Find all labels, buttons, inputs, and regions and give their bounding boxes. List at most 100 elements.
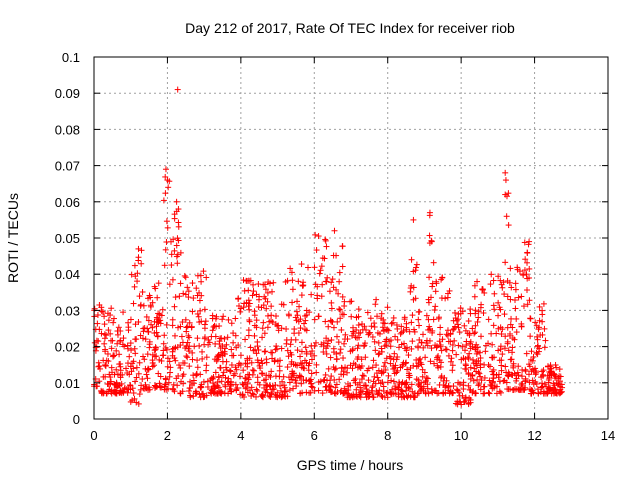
data-point — [108, 345, 115, 352]
data-point — [272, 382, 279, 389]
data-point — [169, 385, 176, 392]
data-point — [270, 279, 277, 286]
data-point — [132, 321, 139, 328]
data-point — [160, 340, 167, 347]
data-point — [135, 370, 142, 377]
data-point — [136, 359, 143, 366]
data-point — [136, 293, 143, 300]
data-point — [209, 327, 216, 334]
data-point — [251, 308, 258, 315]
data-point — [95, 338, 102, 345]
data-point — [459, 392, 466, 399]
data-point — [344, 336, 351, 343]
data-point — [542, 337, 549, 344]
data-point — [222, 374, 229, 381]
data-point — [325, 338, 332, 345]
data-point — [337, 306, 344, 313]
data-point — [161, 332, 168, 339]
y-tick-label: 0.04 — [55, 267, 80, 282]
data-point — [286, 387, 293, 394]
data-point — [320, 348, 327, 355]
data-point — [203, 362, 210, 369]
data-point — [110, 353, 117, 360]
data-point — [281, 384, 288, 391]
data-point — [303, 389, 310, 396]
y-tick-label: 0.06 — [55, 195, 80, 210]
data-point — [108, 364, 115, 371]
data-point — [228, 346, 235, 353]
data-point — [507, 386, 514, 393]
data-point — [277, 387, 284, 394]
data-point — [390, 314, 397, 321]
data-point — [171, 247, 178, 254]
data-point — [230, 330, 237, 337]
y-tick-label: 0.07 — [55, 159, 80, 174]
data-point — [430, 316, 437, 323]
data-point — [422, 354, 429, 361]
data-point — [289, 286, 296, 293]
data-point — [269, 319, 276, 326]
data-point — [392, 362, 399, 369]
data-point — [301, 320, 308, 327]
data-point — [376, 350, 383, 357]
data-point — [279, 378, 286, 385]
data-point — [180, 290, 187, 297]
data-point — [133, 374, 140, 381]
data-point — [268, 368, 275, 375]
data-point — [350, 328, 357, 335]
data-point — [307, 376, 314, 383]
data-point — [456, 329, 463, 336]
y-tick-label: 0.09 — [55, 86, 80, 101]
data-point — [159, 306, 166, 313]
data-point — [498, 330, 505, 337]
data-point — [371, 320, 378, 327]
data-point — [253, 317, 260, 324]
data-point — [420, 344, 427, 351]
data-point — [384, 379, 391, 386]
data-point — [519, 373, 526, 380]
data-point — [349, 346, 356, 353]
data-point — [130, 365, 137, 372]
data-point — [502, 259, 509, 266]
data-point — [436, 331, 443, 338]
y-tick-label: 0.1 — [62, 50, 80, 65]
data-point — [510, 360, 517, 367]
data-point — [189, 356, 196, 363]
data-point — [355, 330, 362, 337]
data-point — [528, 348, 535, 355]
data-point — [507, 356, 514, 363]
data-point — [259, 394, 266, 401]
data-point — [155, 280, 162, 287]
data-point — [129, 385, 136, 392]
data-point — [162, 173, 169, 180]
data-point — [185, 387, 192, 394]
data-point — [144, 351, 151, 358]
data-point — [169, 276, 176, 283]
data-point — [259, 325, 266, 332]
data-point — [486, 377, 493, 384]
data-point — [486, 390, 493, 397]
data-point — [154, 294, 161, 301]
data-point — [415, 390, 422, 397]
data-point — [140, 302, 147, 309]
data-point — [438, 347, 445, 354]
data-point — [535, 326, 542, 333]
data-point — [184, 323, 191, 330]
data-point — [391, 350, 398, 357]
data-point — [114, 371, 121, 378]
data-point — [177, 280, 184, 287]
data-point — [382, 359, 389, 366]
data-point — [356, 393, 363, 400]
data-point — [273, 343, 280, 350]
data-point — [94, 311, 101, 318]
y-tick-label: 0.05 — [55, 231, 80, 246]
data-point — [101, 331, 108, 338]
data-point — [445, 352, 452, 359]
x-tick-labels: 0 2 4 6 8 10 12 14 — [90, 428, 615, 443]
data-point — [392, 385, 399, 392]
data-point — [182, 316, 189, 323]
data-point — [537, 332, 544, 339]
data-point — [473, 350, 480, 357]
data-point — [540, 371, 547, 378]
data-point — [297, 353, 304, 360]
